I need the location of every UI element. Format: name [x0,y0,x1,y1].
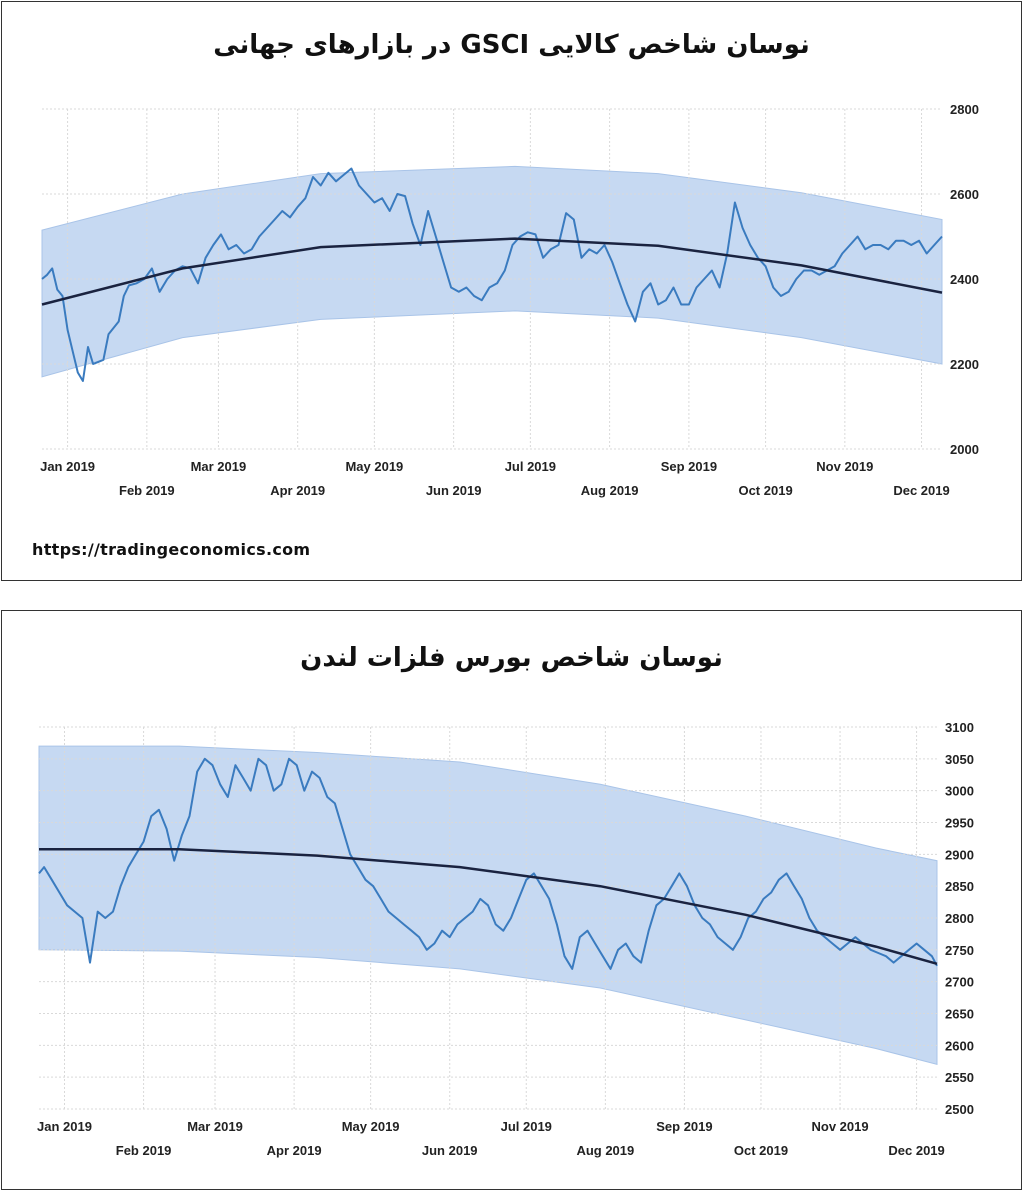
y-tick-label: 2700 [945,975,974,990]
y-tick-label: 3000 [945,784,974,799]
y-tick-label: 2650 [945,1007,974,1022]
x-tick-label: Oct 2019 [734,1143,788,1158]
trend-line [39,847,938,966]
x-tick-label: Feb 2019 [116,1143,172,1158]
x-tick-label: Sep 2019 [656,1119,712,1134]
chart-title: نوسان شاخص بورس فلزات لندن [300,643,723,673]
y-tick-label: 2950 [945,816,974,831]
y-tick-label: 2400 [950,272,979,287]
y-tick-label: 2500 [945,1102,974,1117]
x-tick-label: Oct 2019 [738,483,792,498]
x-tick-label: Apr 2019 [270,483,325,498]
x-tick-label: Aug 2019 [581,483,639,498]
y-tick-label: 2850 [945,879,974,894]
x-tick-label: Dec 2019 [888,1143,944,1158]
x-tick-label: May 2019 [342,1119,400,1134]
x-tick-label: May 2019 [345,459,403,474]
y-tick-label: 2550 [945,1070,974,1085]
lme-chart-svg: 2500 2550 2600 2650 2700 2750 2800 2850 2900 2950… [37,720,974,1158]
source-link[interactable]: https://tradingeconomics.com [32,540,311,559]
series-line [38,757,938,970]
gsci-chart-panel: نوسان شاخص کالایی GSCI در بازارهای جهانی… [1,1,1022,581]
y-tick-label: 3100 [945,720,974,735]
y-tick-label: 2750 [945,943,974,958]
y-tick-label: 3050 [945,752,974,767]
x-tick-label: Nov 2019 [816,459,873,474]
x-tick-label: Sep 2019 [661,459,717,474]
y-tick-label: 2600 [950,187,979,202]
y-tick-label: 2000 [950,442,979,457]
x-tick-label: Feb 2019 [119,483,175,498]
x-tick-label: Jul 2019 [505,459,556,474]
y-tick-label: 2800 [950,102,979,117]
x-tick-label: Jul 2019 [501,1119,552,1134]
x-tick-label: Nov 2019 [812,1119,869,1134]
x-tick-label: Jun 2019 [426,483,482,498]
confidence-band [41,165,943,378]
x-tick-label: Mar 2019 [187,1119,243,1134]
y-tick-label: 2600 [945,1038,974,1053]
y-tick-label: 2900 [945,847,974,862]
x-tick-label: Dec 2019 [893,483,949,498]
x-tick-label: Mar 2019 [191,459,247,474]
lme-chart-panel: نوسان شاخص بورس فلزات لندن 2500 2550 2600 2… [1,610,1022,1190]
x-tick-label: Jan 2019 [37,1119,92,1134]
x-tick-label: Jun 2019 [422,1143,478,1158]
y-tick-label: 2200 [950,357,979,372]
series-line [41,167,943,382]
gsci-chart-svg: 2000 2200 2400 2600 2800 Jan 2019 Feb 2019 Mar … [40,102,979,498]
x-tick-label: Jan 2019 [40,459,95,474]
x-tick-label: Apr 2019 [267,1143,322,1158]
chart-title: نوسان شاخص کالایی GSCI در بازارهای جهانی [213,30,810,60]
trend-line [41,237,943,306]
y-tick-label: 2800 [945,911,974,926]
x-tick-label: Aug 2019 [576,1143,634,1158]
